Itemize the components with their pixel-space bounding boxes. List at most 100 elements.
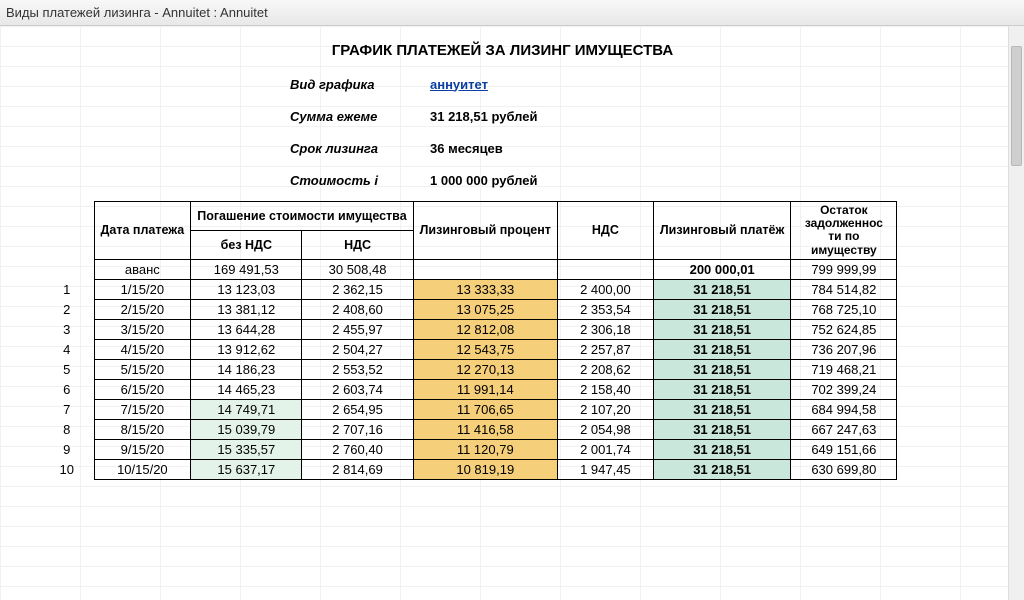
cell-rem: 719 468,21: [791, 359, 897, 379]
cell-pay: 31 218,51: [653, 279, 790, 299]
cell-novat: 13 123,03: [191, 279, 302, 299]
advance-row[interactable]: аванс 169 491,53 30 508,48 200 000,01 79…: [40, 259, 897, 279]
cell-nds: 2 107,20: [557, 399, 653, 419]
meta-schedule-label: Вид графика: [290, 77, 430, 92]
cell-rem: 752 624,85: [791, 319, 897, 339]
cell-pay: 31 218,51: [653, 379, 790, 399]
cell-vat: 2 814,69: [302, 459, 413, 479]
cell-date: 7/15/20: [94, 399, 191, 419]
cell-pct: 12 812,08: [413, 319, 557, 339]
advance-pay: 200 000,01: [653, 259, 790, 279]
cell-date: 4/15/20: [94, 339, 191, 359]
table-row[interactable]: 77/15/2014 749,712 654,9511 706,652 107,…: [40, 399, 897, 419]
row-index: 10: [40, 459, 94, 479]
table-row[interactable]: 11/15/2013 123,032 362,1513 333,332 400,…: [40, 279, 897, 299]
cell-nds: 2 353,54: [557, 299, 653, 319]
table-row[interactable]: 44/15/2013 912,622 504,2712 543,752 257,…: [40, 339, 897, 359]
cell-pay: 31 218,51: [653, 319, 790, 339]
cell-date: 3/15/20: [94, 319, 191, 339]
cell-rem: 630 699,80: [791, 459, 897, 479]
row-index: 5: [40, 359, 94, 379]
cell-nds: 2 158,40: [557, 379, 653, 399]
cell-novat: 13 912,62: [191, 339, 302, 359]
table-row[interactable]: 33/15/2013 644,282 455,9712 812,082 306,…: [40, 319, 897, 339]
cell-rem: 649 151,66: [791, 439, 897, 459]
window-title: Виды платежей лизинга - Annuitet : Annui…: [6, 5, 268, 20]
cell-pct: 11 120,79: [413, 439, 557, 459]
cell-vat: 2 707,16: [302, 419, 413, 439]
cell-pay: 31 218,51: [653, 399, 790, 419]
cell-vat: 2 553,52: [302, 359, 413, 379]
table-header: Дата платежа Погашение стоимости имущест…: [40, 202, 897, 260]
row-index: 9: [40, 439, 94, 459]
cell-vat: 2 760,40: [302, 439, 413, 459]
cell-pct: 11 991,14: [413, 379, 557, 399]
cell-novat: 13 381,12: [191, 299, 302, 319]
cell-vat: 2 504,27: [302, 339, 413, 359]
schedule-type-link[interactable]: аннуитет: [430, 77, 488, 92]
table-row[interactable]: 66/15/2014 465,232 603,7411 991,142 158,…: [40, 379, 897, 399]
cell-vat: 2 362,15: [302, 279, 413, 299]
meta-block: Вид графика аннуитет Сумма ежеме 31 218,…: [290, 73, 1005, 191]
cell-pay: 31 218,51: [653, 419, 790, 439]
cell-date: 8/15/20: [94, 419, 191, 439]
cell-pct: 13 075,25: [413, 299, 557, 319]
cell-vat: 2 654,95: [302, 399, 413, 419]
row-index: 3: [40, 319, 94, 339]
col-rem: Остаток задолженнос ти по имуществу: [791, 202, 897, 260]
cell-pct: 12 543,75: [413, 339, 557, 359]
cell-novat: 15 335,57: [191, 439, 302, 459]
cell-rem: 667 247,63: [791, 419, 897, 439]
cell-novat: 13 644,28: [191, 319, 302, 339]
col-novat: без НДС: [191, 230, 302, 259]
cell-pct: 11 416,58: [413, 419, 557, 439]
cell-date: 9/15/20: [94, 439, 191, 459]
meta-cost-label: Стоимость і: [290, 173, 430, 188]
meta-term-label: Срок лизинга: [290, 141, 430, 156]
window-titlebar: Виды платежей лизинга - Annuitet : Annui…: [0, 0, 1024, 26]
row-index: 8: [40, 419, 94, 439]
table-row[interactable]: 55/15/2014 186,232 553,5212 270,132 208,…: [40, 359, 897, 379]
cell-rem: 702 399,24: [791, 379, 897, 399]
cell-novat: 14 465,23: [191, 379, 302, 399]
advance-novat: 169 491,53: [191, 259, 302, 279]
cell-pay: 31 218,51: [653, 339, 790, 359]
col-pct: Лизинговый процент: [413, 202, 557, 260]
vertical-scrollbar[interactable]: [1008, 26, 1024, 600]
advance-vat: 30 508,48: [302, 259, 413, 279]
advance-rem: 799 999,99: [791, 259, 897, 279]
cell-rem: 768 725,10: [791, 299, 897, 319]
col-repay: Погашение стоимости имущества: [191, 202, 413, 231]
table-body: аванс 169 491,53 30 508,48 200 000,01 79…: [40, 259, 897, 479]
cell-pct: 10 819,19: [413, 459, 557, 479]
cell-nds: 2 306,18: [557, 319, 653, 339]
cell-vat: 2 455,97: [302, 319, 413, 339]
row-index: 7: [40, 399, 94, 419]
table-row[interactable]: 88/15/2015 039,792 707,1611 416,582 054,…: [40, 419, 897, 439]
cell-novat: 14 749,71: [191, 399, 302, 419]
cell-pct: 13 333,33: [413, 279, 557, 299]
cell-pay: 31 218,51: [653, 439, 790, 459]
cell-date: 5/15/20: [94, 359, 191, 379]
col-nds: НДС: [557, 202, 653, 260]
row-index: 1: [40, 279, 94, 299]
col-date: Дата платежа: [94, 202, 191, 260]
cell-rem: 684 994,58: [791, 399, 897, 419]
cell-novat: 15 637,17: [191, 459, 302, 479]
cell-nds: 2 257,87: [557, 339, 653, 359]
table-row[interactable]: 1010/15/2015 637,172 814,6910 819,191 94…: [40, 459, 897, 479]
row-index: 6: [40, 379, 94, 399]
cell-pay: 31 218,51: [653, 359, 790, 379]
doc-title: ГРАФИК ПЛАТЕЖЕЙ ЗА ЛИЗИНГ ИМУЩЕСТВА: [0, 42, 1005, 59]
cell-nds: 2 400,00: [557, 279, 653, 299]
table-row[interactable]: 99/15/2015 335,572 760,4011 120,792 001,…: [40, 439, 897, 459]
payments-table: Дата платежа Погашение стоимости имущест…: [40, 201, 897, 480]
table-row[interactable]: 22/15/2013 381,122 408,6013 075,252 353,…: [40, 299, 897, 319]
spreadsheet-area: ГРАФИК ПЛАТЕЖЕЙ ЗА ЛИЗИНГ ИМУЩЕСТВА Вид …: [0, 26, 1024, 600]
cell-rem: 784 514,82: [791, 279, 897, 299]
cell-rem: 736 207,96: [791, 339, 897, 359]
cell-pct: 11 706,65: [413, 399, 557, 419]
cell-pct: 12 270,13: [413, 359, 557, 379]
scrollbar-thumb[interactable]: [1011, 46, 1022, 166]
row-index: 4: [40, 339, 94, 359]
